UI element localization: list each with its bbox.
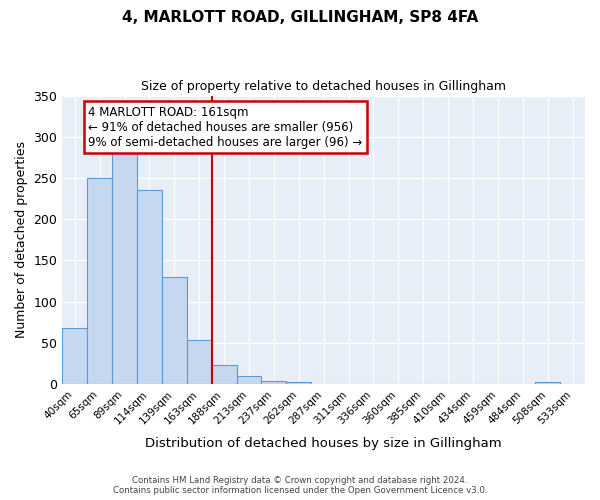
Bar bbox=[212, 365, 236, 384]
Bar bbox=[262, 381, 286, 384]
X-axis label: Distribution of detached houses by size in Gillingham: Distribution of detached houses by size … bbox=[145, 437, 502, 450]
Text: 4 MARLOTT ROAD: 161sqm
← 91% of detached houses are smaller (956)
9% of semi-det: 4 MARLOTT ROAD: 161sqm ← 91% of detached… bbox=[88, 106, 362, 148]
Bar bbox=[87, 178, 112, 384]
Bar bbox=[286, 382, 311, 384]
Bar bbox=[62, 328, 87, 384]
Text: 4, MARLOTT ROAD, GILLINGHAM, SP8 4FA: 4, MARLOTT ROAD, GILLINGHAM, SP8 4FA bbox=[122, 10, 478, 25]
Bar bbox=[535, 382, 560, 384]
Title: Size of property relative to detached houses in Gillingham: Size of property relative to detached ho… bbox=[141, 80, 506, 93]
Bar bbox=[236, 376, 262, 384]
Bar bbox=[187, 340, 212, 384]
Bar bbox=[162, 277, 187, 384]
Bar bbox=[112, 148, 137, 384]
Text: Contains HM Land Registry data © Crown copyright and database right 2024.
Contai: Contains HM Land Registry data © Crown c… bbox=[113, 476, 487, 495]
Bar bbox=[137, 190, 162, 384]
Y-axis label: Number of detached properties: Number of detached properties bbox=[15, 142, 28, 338]
